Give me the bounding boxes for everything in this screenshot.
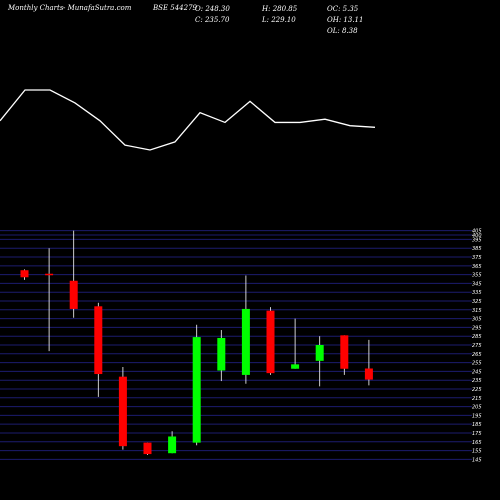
- y-tick-label: 365: [472, 264, 482, 270]
- down-candle: [94, 306, 103, 375]
- y-tick-label: 215: [472, 396, 482, 402]
- down-candle: [266, 310, 275, 374]
- y-tick-label: 145: [472, 457, 482, 463]
- up-candle: [315, 345, 324, 361]
- y-tick-label: 175: [472, 431, 482, 437]
- y-tick-label: 305: [472, 317, 482, 323]
- up-candle: [241, 308, 250, 375]
- y-tick-label: 355: [472, 273, 482, 279]
- y-tick-label: 375: [472, 255, 482, 261]
- up-candle: [168, 436, 177, 454]
- down-candle: [143, 442, 152, 455]
- y-tick-label: 255: [472, 361, 482, 367]
- y-tick-label: 195: [472, 413, 482, 419]
- y-tick-label: 325: [472, 299, 482, 305]
- symbol-label: BSE 544279: [153, 4, 197, 12]
- y-tick-label: 345: [472, 281, 482, 287]
- up-candle: [192, 337, 201, 443]
- indicator-line: [0, 89, 376, 151]
- up-candle: [217, 337, 226, 371]
- down-candle: [364, 368, 373, 380]
- y-tick-label: 235: [472, 378, 482, 384]
- down-candle: [340, 335, 349, 369]
- y-tick-label: 225: [472, 387, 482, 393]
- y-tick-label: 285: [472, 334, 482, 340]
- y-tick-label: 315: [472, 308, 482, 314]
- y-tick-label: 165: [472, 440, 482, 446]
- site-label: - MunafaSutra.com: [63, 4, 132, 12]
- y-tick-label: 245: [472, 369, 482, 375]
- y-tick-label: 335: [472, 290, 482, 296]
- down-candle: [118, 376, 127, 447]
- y-tick-label: 185: [472, 422, 482, 428]
- y-tick-label: 205: [472, 405, 482, 411]
- down-candle: [45, 273, 54, 276]
- open-close-values: O: 248.30 C: 235.70: [195, 5, 230, 24]
- brand-label: Monthly Charts: [8, 4, 64, 12]
- y-tick-label: 400: [472, 233, 482, 239]
- oc-oh-ol-values: OC: 5.35 OH: 13.11 OL: 8.38: [327, 5, 364, 35]
- y-tick-label: 385: [472, 246, 482, 252]
- y-tick-label: 295: [472, 325, 482, 331]
- high-low-values: H: 280.85 L: 229.10: [262, 5, 298, 24]
- y-tick-label: 265: [472, 352, 482, 358]
- down-candle: [20, 270, 29, 278]
- up-candle: [291, 364, 300, 369]
- down-candle: [69, 280, 78, 309]
- y-tick-label: 405: [472, 229, 482, 235]
- y-tick-label: 395: [472, 237, 482, 243]
- y-tick-label: 275: [472, 343, 482, 349]
- y-tick-label: 155: [472, 449, 482, 455]
